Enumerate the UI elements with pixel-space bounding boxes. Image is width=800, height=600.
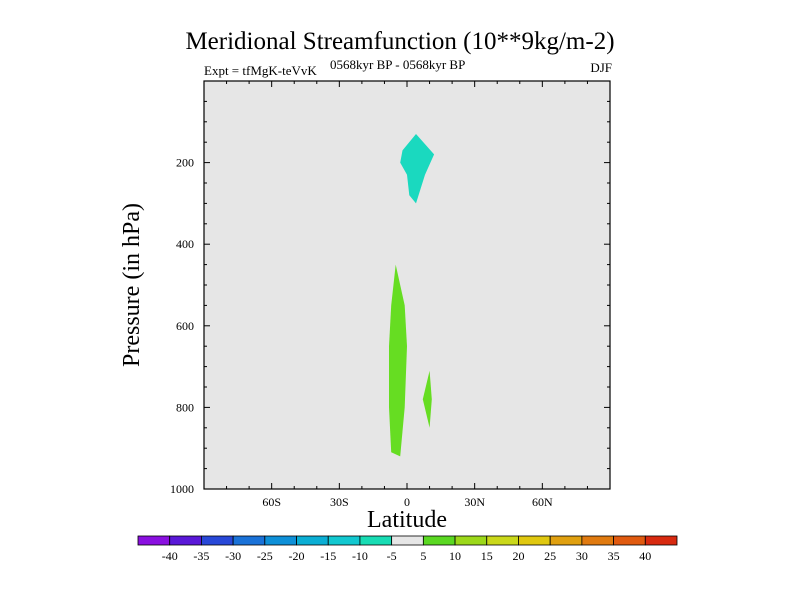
x-tick-label: 60N (532, 495, 553, 509)
y-tick-label: 1000 (170, 482, 194, 496)
colorbar-swatch (486, 535, 519, 546)
plot-area (204, 81, 610, 489)
time-range-label: 0568kyr BP - 0568kyr BP (330, 57, 466, 72)
y-tick-label: 400 (176, 237, 194, 251)
colorbar-swatch (422, 535, 456, 546)
colorbar-label: 30 (576, 549, 588, 563)
season-label: DJF (590, 60, 612, 75)
colorbar-label: -35 (193, 549, 209, 563)
colorbar-swatch (296, 535, 329, 546)
contour-region-lower-left-green (389, 264, 407, 457)
colorbar-label: -5 (387, 549, 397, 563)
colorbar-label: 40 (639, 549, 651, 563)
colorbar-swatch (137, 535, 171, 546)
colorbar-swatch (549, 535, 583, 546)
contour-region-lower-right-green (422, 370, 432, 428)
colorbar-swatch (518, 535, 551, 546)
colorbar-swatch (169, 535, 202, 546)
x-tick-label: 30S (330, 495, 349, 509)
contour-region-upper-cyan (400, 134, 435, 204)
colorbar-label: 10 (449, 549, 461, 563)
x-tick-label: 30N (464, 495, 485, 509)
colorbar-label: 5 (420, 549, 426, 563)
colorbar-swatch (232, 535, 266, 546)
colorbar-label: -20 (289, 549, 305, 563)
colorbar: -40 -35 -30 -25 -20 -15 -10 -5 5 10 15 20 25 30 35 40 (137, 535, 678, 563)
colorbar-swatch (613, 535, 646, 546)
colorbar-swatch (327, 535, 361, 546)
y-tick-label: 600 (176, 319, 194, 333)
contour-regions (389, 134, 435, 457)
colorbar-swatch (644, 535, 678, 546)
y-axis-label: Pressure (in hPa) (119, 203, 145, 367)
colorbar-label: -10 (352, 549, 368, 563)
y-axis-ticks: 200 400 600 800 1000 (170, 100, 610, 496)
colorbar-swatch (581, 535, 614, 546)
experiment-label: Expt = tfMgK-teVvK (204, 63, 317, 78)
colorbar-label: -40 (162, 549, 178, 563)
colorbar-swatch (201, 535, 234, 546)
colorbar-swatch (391, 535, 424, 546)
y-tick-label: 800 (176, 400, 194, 414)
colorbar-swatch (264, 535, 297, 546)
colorbar-label: -25 (257, 549, 273, 563)
colorbar-label: 35 (608, 549, 620, 563)
colorbar-label: 25 (544, 549, 556, 563)
colorbar-label: 20 (512, 549, 524, 563)
x-axis-label: Latitude (367, 507, 447, 533)
colorbar-swatch (454, 535, 488, 546)
colorbar-label: -30 (225, 549, 241, 563)
x-tick-label: 60S (262, 495, 281, 509)
colorbar-swatch (359, 535, 393, 546)
chart-title: Meridional Streamfunction (10**9kg/m-2) (185, 28, 615, 55)
colorbar-label: -15 (320, 549, 336, 563)
colorbar-label: 15 (481, 549, 493, 563)
x-tick-label: 0 (404, 495, 410, 509)
x-axis-ticks: 60S 30S 0 30N 60N (203, 81, 611, 509)
y-tick-label: 200 (176, 156, 194, 170)
